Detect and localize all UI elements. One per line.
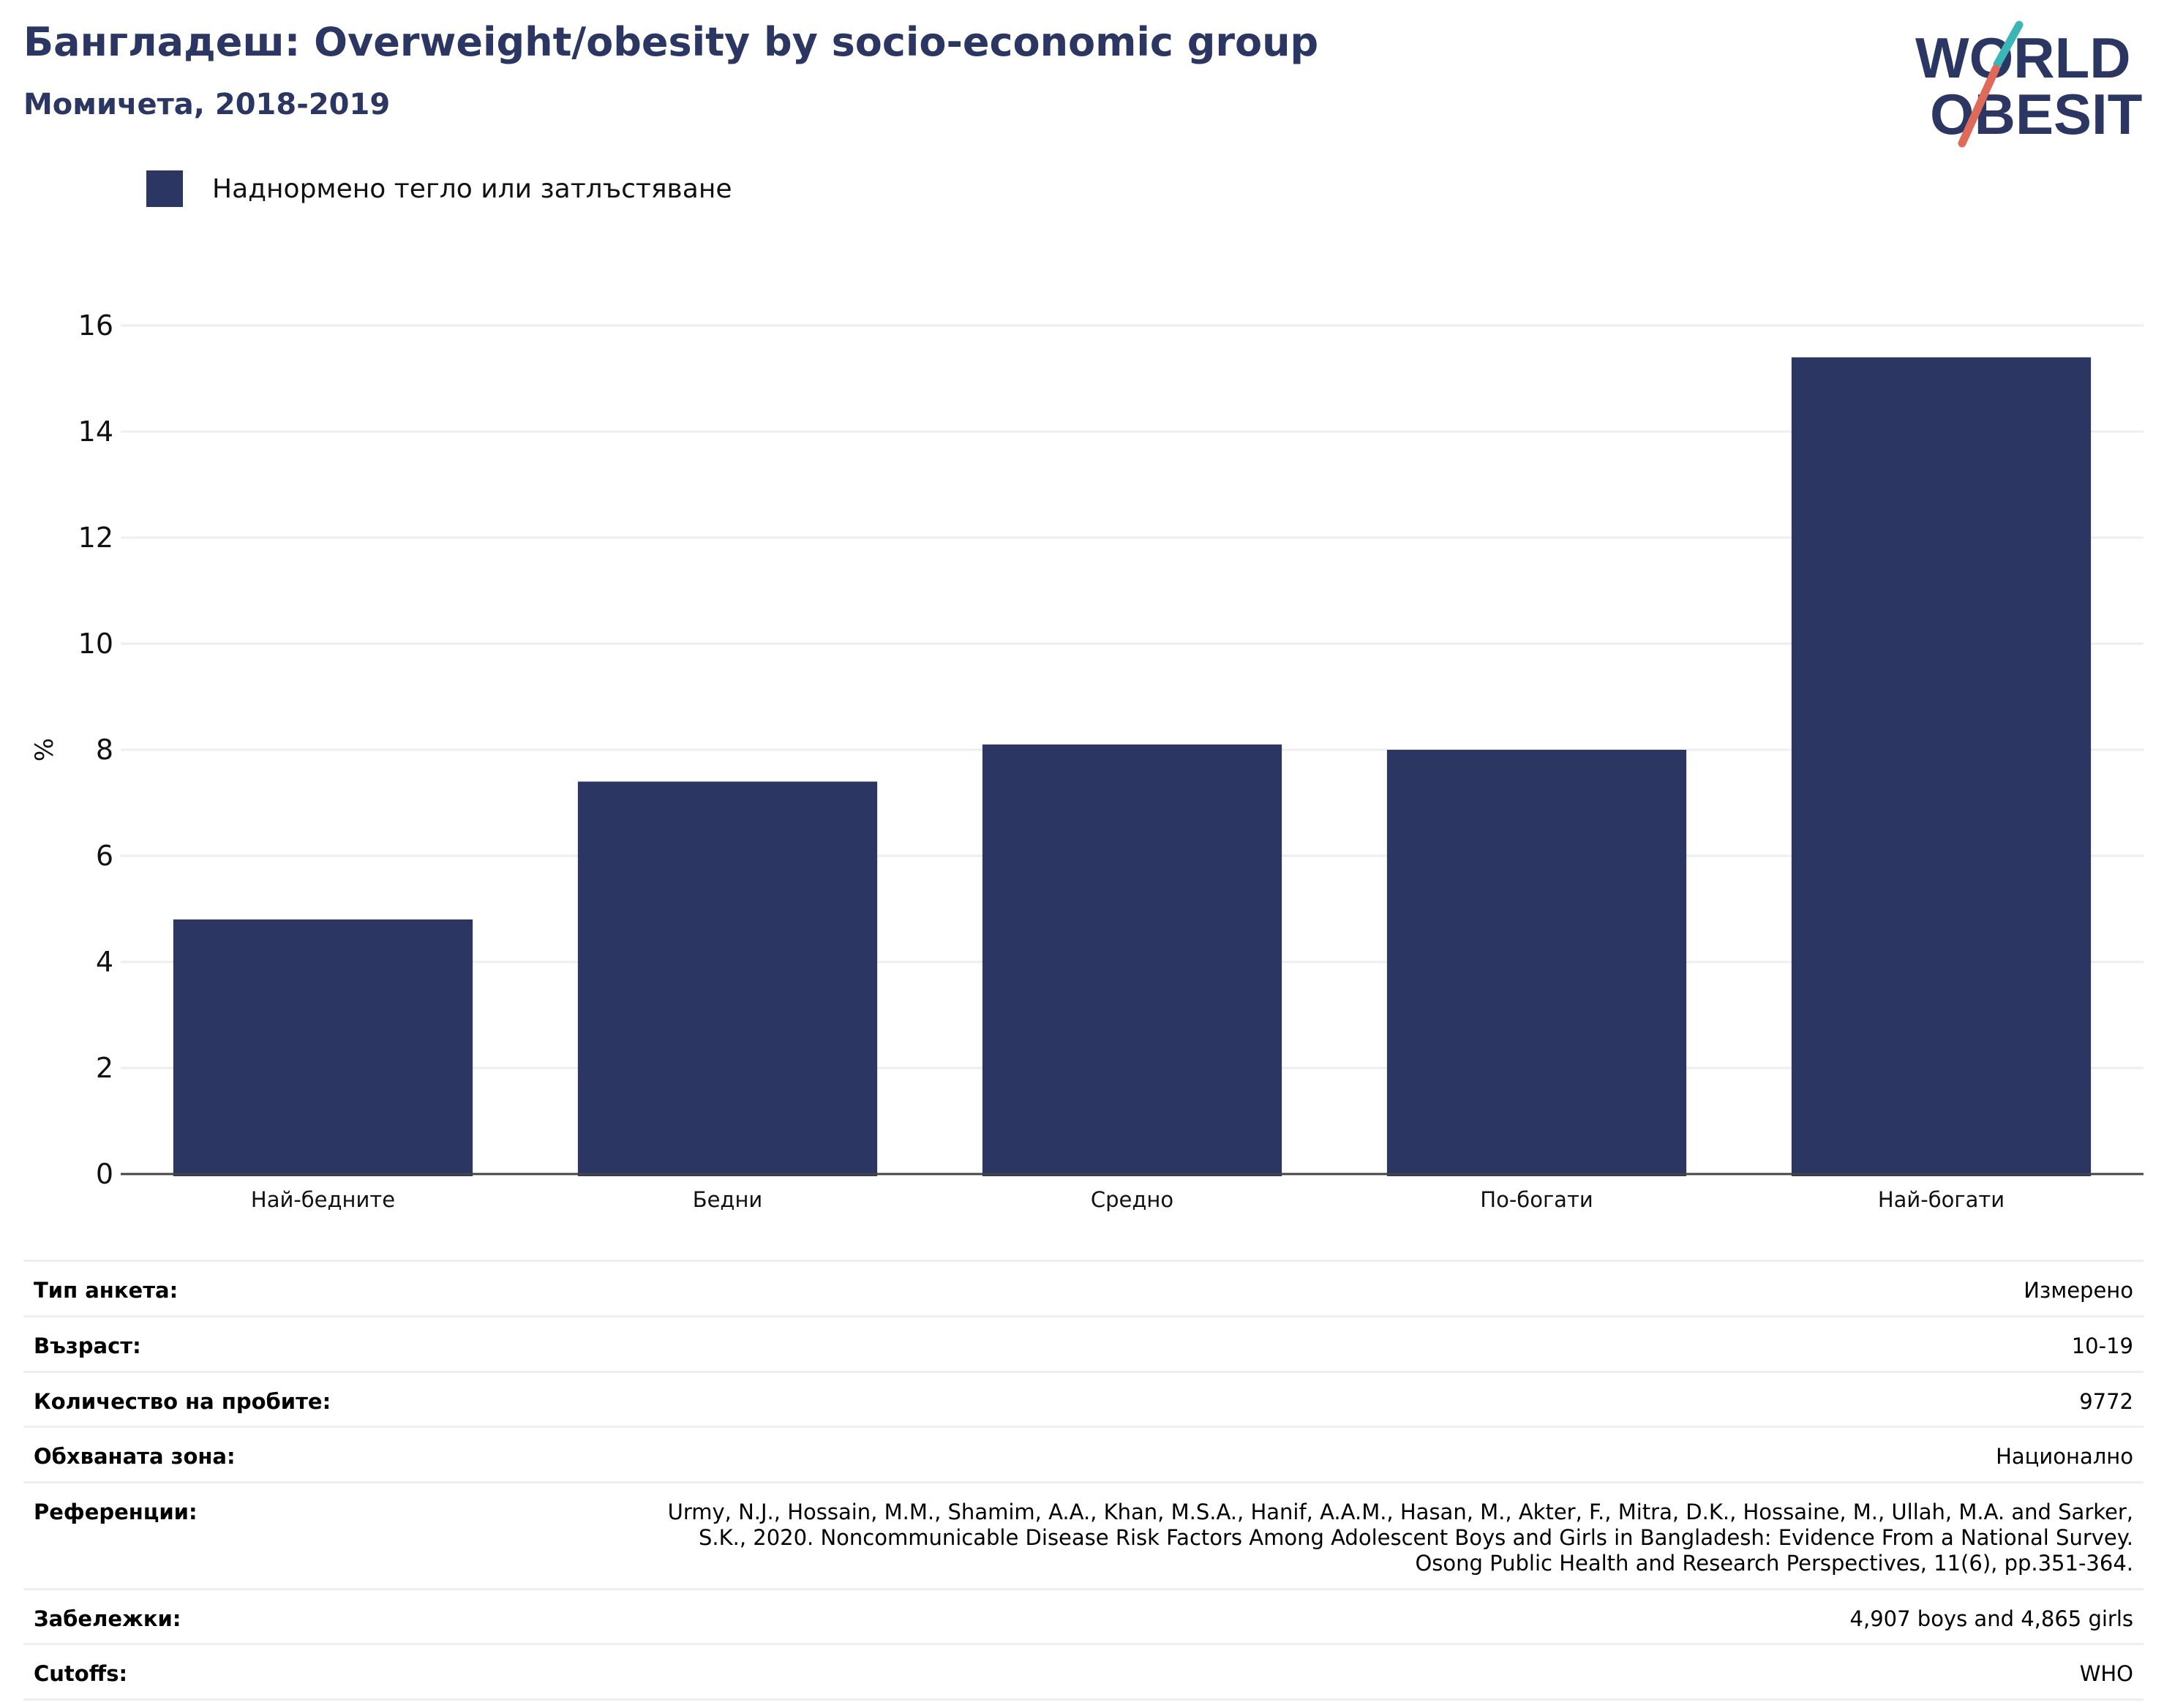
y-tick-label: 14	[78, 415, 113, 448]
logo-slash-top	[1993, 20, 2024, 69]
reference-line: Osong Public Health and Research Perspec…	[1415, 1550, 2133, 1576]
meta-row-cutoffs: Cutoffs: WHO	[23, 1645, 2144, 1701]
y-tick-label: 0	[96, 1158, 113, 1190]
y-tick-label: 6	[96, 840, 113, 872]
bar	[1791, 357, 2092, 1176]
y-tick-label: 12	[78, 522, 113, 554]
meta-value: 4,907 boys and 4,865 girls	[1849, 1606, 2133, 1631]
reference-line: S.K., 2020. Noncommunicable Disease Risk…	[698, 1524, 2133, 1550]
meta-label: Възраст:	[34, 1333, 141, 1358]
logo-slash-bottom	[1958, 64, 2000, 148]
y-tick-label: 4	[96, 946, 113, 978]
meta-value: 9772	[2079, 1388, 2133, 1414]
x-tick-label: Бедни	[693, 1187, 763, 1212]
bar-chart: 0 2 4 6 8 10 12 14 16 Най-бедните Бедни Средно По-бо…	[30, 309, 2144, 1212]
metadata-table: Тип анкета: Измерено Възраст: 10-19 Коли…	[23, 1260, 2144, 1701]
y-tick-label: 8	[96, 734, 113, 766]
meta-row-survey-type: Тип анкета: Измерено	[23, 1262, 2144, 1317]
meta-label: Забележки:	[34, 1606, 181, 1631]
meta-label: Тип анкета:	[34, 1278, 179, 1303]
bar	[982, 744, 1282, 1176]
x-tick-label: Средно	[1091, 1187, 1173, 1212]
meta-row-age: Възраст: 10-19	[23, 1317, 2144, 1373]
meta-label: Cutoffs:	[34, 1661, 128, 1687]
meta-value: 10-19	[2071, 1333, 2133, 1358]
y-tick-label: 10	[78, 628, 113, 660]
meta-row-coverage: Обхваната зона: Национално	[23, 1428, 2144, 1484]
meta-label: Референции:	[34, 1500, 198, 1525]
bar	[577, 781, 878, 1176]
world-obesity-logo: WORLD OBESITY	[1915, 20, 2144, 148]
x-tick-label: Най-бедните	[251, 1187, 395, 1212]
bar	[173, 919, 473, 1176]
y-tick-label: 2	[96, 1052, 113, 1084]
meta-value-references: Urmy, N.J., Hossain, M.M., Shamim, A.A.,…	[668, 1500, 2133, 1576]
meta-label: Количество на пробите:	[34, 1388, 331, 1414]
meta-value: Измерено	[2024, 1278, 2133, 1303]
legend-label: Наднормено тегло или затлъстяване	[212, 173, 732, 204]
y-tick-label: 16	[78, 309, 113, 342]
x-tick-label: По-богати	[1480, 1187, 1593, 1212]
legend-swatch	[146, 170, 183, 207]
x-tick-label: Най-богати	[1878, 1187, 2005, 1212]
bars	[173, 357, 2092, 1176]
meta-value: WHO	[2079, 1661, 2133, 1687]
y-axis-label: %	[30, 738, 59, 761]
bar	[1386, 750, 1687, 1176]
meta-value: Национално	[1996, 1444, 2133, 1470]
meta-row-sample-size: Количество на пробите: 9772	[23, 1373, 2144, 1429]
page-subtitle: Момичета, 2018-2019	[23, 88, 391, 121]
reference-line: Urmy, N.J., Hossain, M.M., Shamim, A.A.,…	[667, 1500, 2133, 1525]
logo-text-world: WORLD	[1915, 26, 2131, 90]
meta-row-notes: Забележки: 4,907 boys and 4,865 girls	[23, 1590, 2144, 1646]
meta-row-references: Референции: Urmy, N.J., Hossain, M.M., S…	[23, 1483, 2144, 1590]
axes: 0 2 4 6 8 10 12 14 16 Най-бедните Бедни Средно По-бо…	[78, 309, 2144, 1212]
chart-legend: Наднормено тегло или затлъстяване	[146, 168, 732, 209]
page-title: Бангладеш: Overweight/obesity by socio-e…	[23, 19, 1319, 65]
meta-label: Обхваната зона:	[34, 1444, 236, 1470]
